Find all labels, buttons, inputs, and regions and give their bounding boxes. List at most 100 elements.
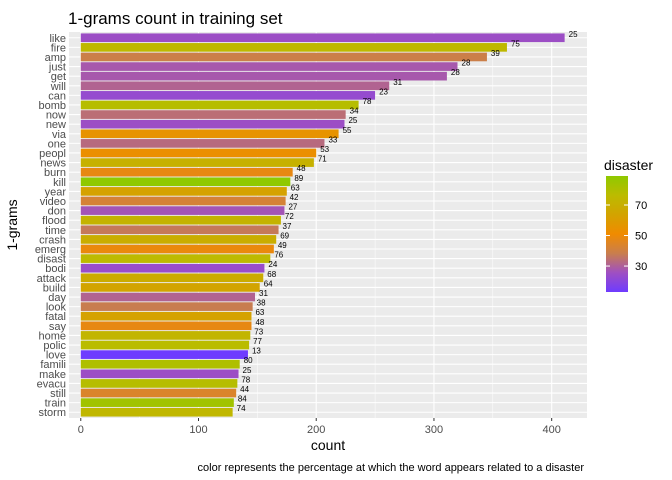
value-label: 63 xyxy=(255,308,264,317)
value-label: 28 xyxy=(451,68,460,77)
category-label: build xyxy=(43,282,66,294)
category-label: video xyxy=(40,196,66,208)
bar xyxy=(80,110,346,119)
category-label: burn xyxy=(44,167,66,179)
bar xyxy=(80,273,264,283)
category-label: don xyxy=(48,206,66,218)
x-axis-title: count xyxy=(311,437,345,453)
bar xyxy=(80,71,447,81)
bar xyxy=(80,235,277,244)
value-label: 84 xyxy=(238,395,247,404)
category-label: home xyxy=(38,330,66,342)
value-label: 78 xyxy=(241,375,250,384)
value-label: 76 xyxy=(274,251,283,260)
value-label: 49 xyxy=(278,241,287,250)
value-label: 42 xyxy=(290,193,299,202)
value-label: 28 xyxy=(462,59,471,68)
category-label: kill xyxy=(53,177,66,189)
legend: disaster 30 50 70 xyxy=(604,157,653,292)
legend-tick-label: 50 xyxy=(635,231,647,243)
value-label: 48 xyxy=(297,164,306,173)
category-label: peopl xyxy=(39,148,66,160)
category-label: bodi xyxy=(45,263,66,275)
category-label: crash xyxy=(39,234,66,246)
legend-tick-label: 70 xyxy=(635,200,647,212)
value-label: 55 xyxy=(343,126,352,135)
value-labels: 2575392828312378342555335371488963422772… xyxy=(237,30,578,413)
value-label: 75 xyxy=(511,39,520,48)
bar xyxy=(80,139,325,148)
value-label: 72 xyxy=(285,212,294,221)
bar xyxy=(80,283,260,292)
category-label: like xyxy=(49,33,66,45)
legend-tick-label: 30 xyxy=(635,261,647,273)
category-label: train xyxy=(45,398,66,410)
value-label: 64 xyxy=(264,279,273,288)
bar xyxy=(80,43,507,52)
bar xyxy=(80,407,233,417)
value-label: 25 xyxy=(348,116,357,125)
bar xyxy=(80,359,240,369)
value-label: 89 xyxy=(294,174,303,183)
legend-title: disaster xyxy=(604,157,653,173)
x-tick-label: 100 xyxy=(189,424,207,436)
value-label: 71 xyxy=(318,155,327,164)
bar xyxy=(80,311,252,321)
bar xyxy=(80,340,250,350)
chart-title: 1-grams count in training set xyxy=(68,9,283,28)
category-label: new xyxy=(46,119,66,131)
value-label: 13 xyxy=(252,347,261,356)
category-label: day xyxy=(48,292,66,304)
bar xyxy=(80,206,285,215)
bar xyxy=(80,187,287,196)
value-label: 25 xyxy=(569,30,578,39)
bar xyxy=(80,263,265,273)
value-label: 53 xyxy=(320,145,329,154)
value-label: 33 xyxy=(328,135,337,144)
value-label: 44 xyxy=(240,385,249,394)
category-label: fatal xyxy=(45,311,66,323)
bar xyxy=(80,129,339,139)
bar xyxy=(80,119,345,129)
bars xyxy=(80,33,565,417)
category-label: love xyxy=(46,350,66,362)
category-label: storm xyxy=(39,407,67,419)
category-label: via xyxy=(52,129,67,141)
value-label: 31 xyxy=(393,78,402,87)
value-label: 63 xyxy=(291,183,300,192)
category-label: bomb xyxy=(38,100,66,112)
category-label: now xyxy=(46,110,66,122)
y-axis-title: 1-grams xyxy=(4,199,20,250)
bar xyxy=(80,321,252,331)
category-label: still xyxy=(50,388,66,400)
bar xyxy=(80,398,234,407)
bar xyxy=(80,52,487,62)
bar xyxy=(80,215,281,225)
category-label: time xyxy=(45,225,66,237)
legend-ticks: 30 50 70 xyxy=(606,200,647,273)
category-label: polic xyxy=(43,340,66,352)
category-label: famili xyxy=(40,359,66,371)
bar xyxy=(80,388,237,398)
bar xyxy=(80,379,238,388)
bar xyxy=(80,331,251,340)
bar xyxy=(80,177,291,187)
category-label: will xyxy=(50,81,66,93)
value-label: 48 xyxy=(255,318,264,327)
category-label: year xyxy=(45,186,67,198)
category-label: flood xyxy=(42,215,66,227)
category-label: evacu xyxy=(37,378,66,390)
category-label: look xyxy=(46,302,67,314)
category-label: get xyxy=(51,71,66,83)
value-label: 77 xyxy=(253,337,262,346)
category-label: just xyxy=(48,62,66,74)
bar xyxy=(80,81,390,91)
bar xyxy=(80,254,271,263)
category-label: fire xyxy=(51,42,66,54)
bar xyxy=(80,158,314,167)
category-labels: likefireampjustgetwillcanbombnownewviaon… xyxy=(35,33,67,419)
bar xyxy=(80,33,565,43)
bar xyxy=(80,62,458,71)
bar xyxy=(80,225,279,235)
bar xyxy=(80,148,317,158)
